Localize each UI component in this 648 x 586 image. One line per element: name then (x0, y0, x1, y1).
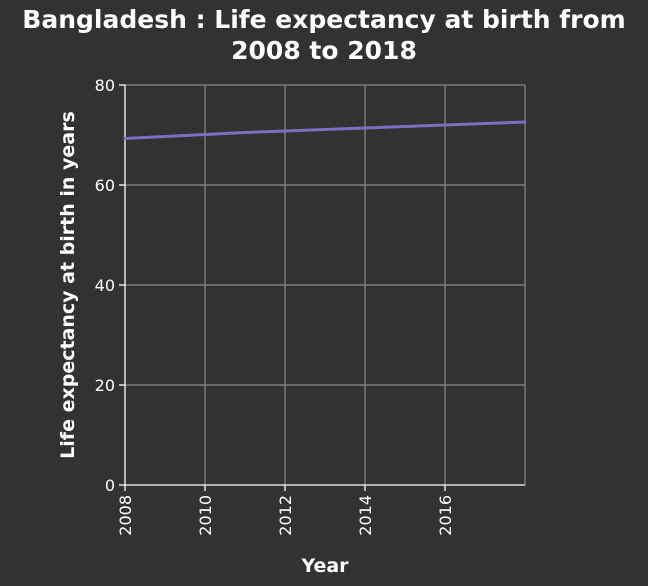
x-axis-label: Year (300, 555, 349, 577)
y-axis-label: Life expectancy at birth in years (57, 111, 79, 459)
y-tick-label: 0 (105, 476, 115, 495)
chart-title-line-2: 2008 to 2018 (231, 36, 417, 65)
axes (119, 84, 525, 491)
x-tick-label: 2016 (436, 495, 455, 536)
y-tick-label: 40 (95, 276, 115, 295)
y-tick-label: 60 (95, 176, 115, 195)
series-line (123, 120, 527, 140)
grid (125, 84, 526, 485)
y-tick-label: 20 (95, 376, 115, 395)
x-tick-label: 2010 (196, 495, 215, 536)
chart-title-line-1: Bangladesh : Life expectancy at birth fr… (22, 5, 625, 34)
series (123, 120, 527, 140)
tick-labels: 0 20 40 60 80 2008 2010 2012 2014 2016 (95, 76, 455, 536)
x-tick-label: 2012 (276, 495, 295, 536)
x-tick-label: 2014 (356, 495, 375, 536)
y-tick-label: 80 (95, 76, 115, 95)
x-tick-label: 2008 (116, 495, 135, 536)
